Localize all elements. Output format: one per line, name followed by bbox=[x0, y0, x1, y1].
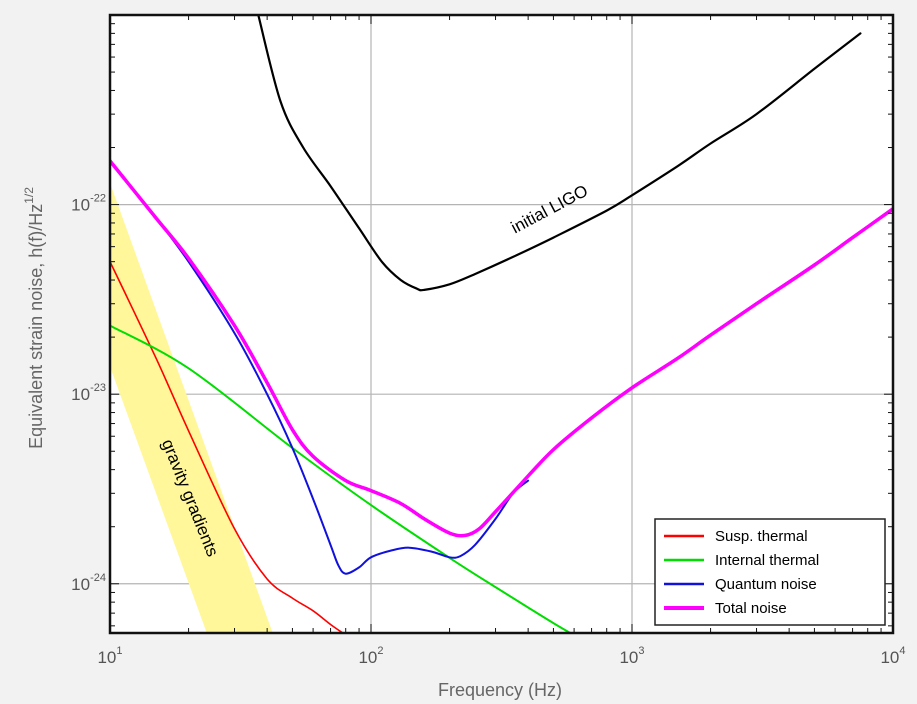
legend-label-susp-thermal: Susp. thermal bbox=[715, 528, 808, 545]
series-layer bbox=[110, 15, 893, 633]
series-quantum-noise bbox=[110, 159, 530, 575]
series-susp-thermal bbox=[110, 260, 344, 633]
x-tick-label: 102 bbox=[358, 645, 383, 667]
y-axis-title: Equivalent strain noise, h(f)/Hz1/2 bbox=[22, 187, 46, 449]
y-tick-label: 10-22 bbox=[71, 193, 106, 215]
y-tick-label: 10-24 bbox=[71, 572, 106, 594]
tick-marks bbox=[109, 15, 893, 633]
legend-label-quantum-noise: Quantum noise bbox=[715, 576, 817, 593]
x-tick-label: 101 bbox=[97, 645, 122, 667]
y-axis-title-main: Equivalent strain noise, h(f)/Hz bbox=[26, 204, 46, 449]
x-tick-label: 103 bbox=[619, 645, 644, 667]
tick-labels: 101 102 103 104 10-24 10-23 10-22 bbox=[71, 193, 905, 667]
gravity-gradients-band bbox=[110, 183, 273, 633]
y-axis-title-sup: 1/2 bbox=[22, 187, 36, 204]
legend-label-total-noise: Total noise bbox=[715, 600, 787, 617]
legend-label-internal-thermal: Internal thermal bbox=[715, 552, 819, 569]
gravity-gradients-band-layer bbox=[110, 183, 273, 633]
x-axis-title: Frequency (Hz) bbox=[438, 680, 562, 700]
x-tick-label: 104 bbox=[880, 645, 905, 667]
series-total-noise bbox=[110, 159, 893, 538]
series-initial-ligo bbox=[257, 15, 862, 292]
y-tick-label: 10-23 bbox=[71, 382, 106, 404]
legend: Susp. thermal Internal thermal Quantum n… bbox=[654, 518, 886, 626]
series-internal-thermal bbox=[110, 324, 572, 633]
plot-frame bbox=[108, 13, 895, 635]
